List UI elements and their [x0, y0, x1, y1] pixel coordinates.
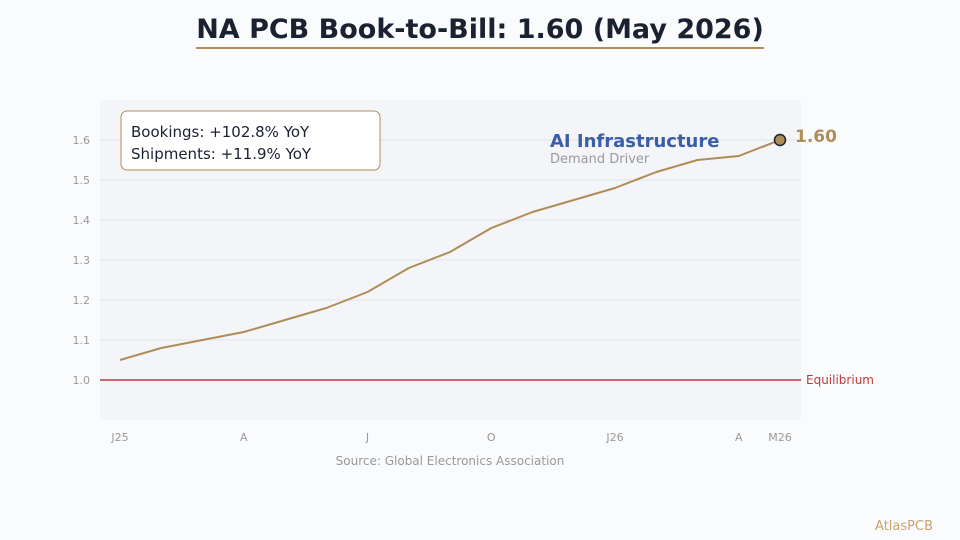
x-tick-label: O: [487, 431, 496, 444]
stats-box-frame: [120, 110, 381, 171]
x-tick-label: M26: [768, 431, 792, 444]
brand-logo-text: AtlasPCB: [875, 519, 933, 534]
stats-bookings: Bookings: +102.8% YoY: [131, 123, 310, 141]
y-tick-label: 1.6: [73, 134, 91, 147]
series-line: [119, 139, 781, 361]
x-tick-label: J: [365, 431, 369, 444]
annotation-title: AI Infrastructure: [550, 131, 719, 152]
y-tick-label: 1.1: [73, 334, 91, 347]
y-tick-label: 1.2: [73, 294, 91, 307]
y-axis-ticks: 1.0 1.1 1.2 1.3 1.4 1.5 1.6: [73, 134, 91, 387]
y-tick-label: 1.0: [73, 374, 91, 387]
y-tick-label: 1.4: [73, 214, 91, 227]
x-tick-label: A: [240, 431, 248, 444]
y-tick-label: 1.3: [73, 254, 91, 267]
stats-box: Bookings: +102.8% YoY Shipments: +11.9% …: [120, 110, 381, 171]
x-tick-label: J25: [110, 431, 128, 444]
chart-title: NA PCB Book-to-Bill: 1.60 (May 2026): [0, 14, 960, 49]
x-tick-label: A: [735, 431, 743, 444]
last-value-label: 1.60: [795, 127, 837, 147]
annotation-subtitle: Demand Driver: [550, 152, 650, 167]
stats-shipments: Shipments: +11.9% YoY: [131, 145, 312, 163]
x-axis-ticks: J25 A J O J26 A M26: [110, 431, 791, 444]
equilibrium-label: Equilibrium: [806, 373, 874, 387]
y-tick-label: 1.5: [73, 174, 91, 187]
source-note: Source: Global Electronics Association: [336, 454, 565, 468]
last-data-point: [773, 133, 787, 147]
x-tick-label: J26: [605, 431, 623, 444]
